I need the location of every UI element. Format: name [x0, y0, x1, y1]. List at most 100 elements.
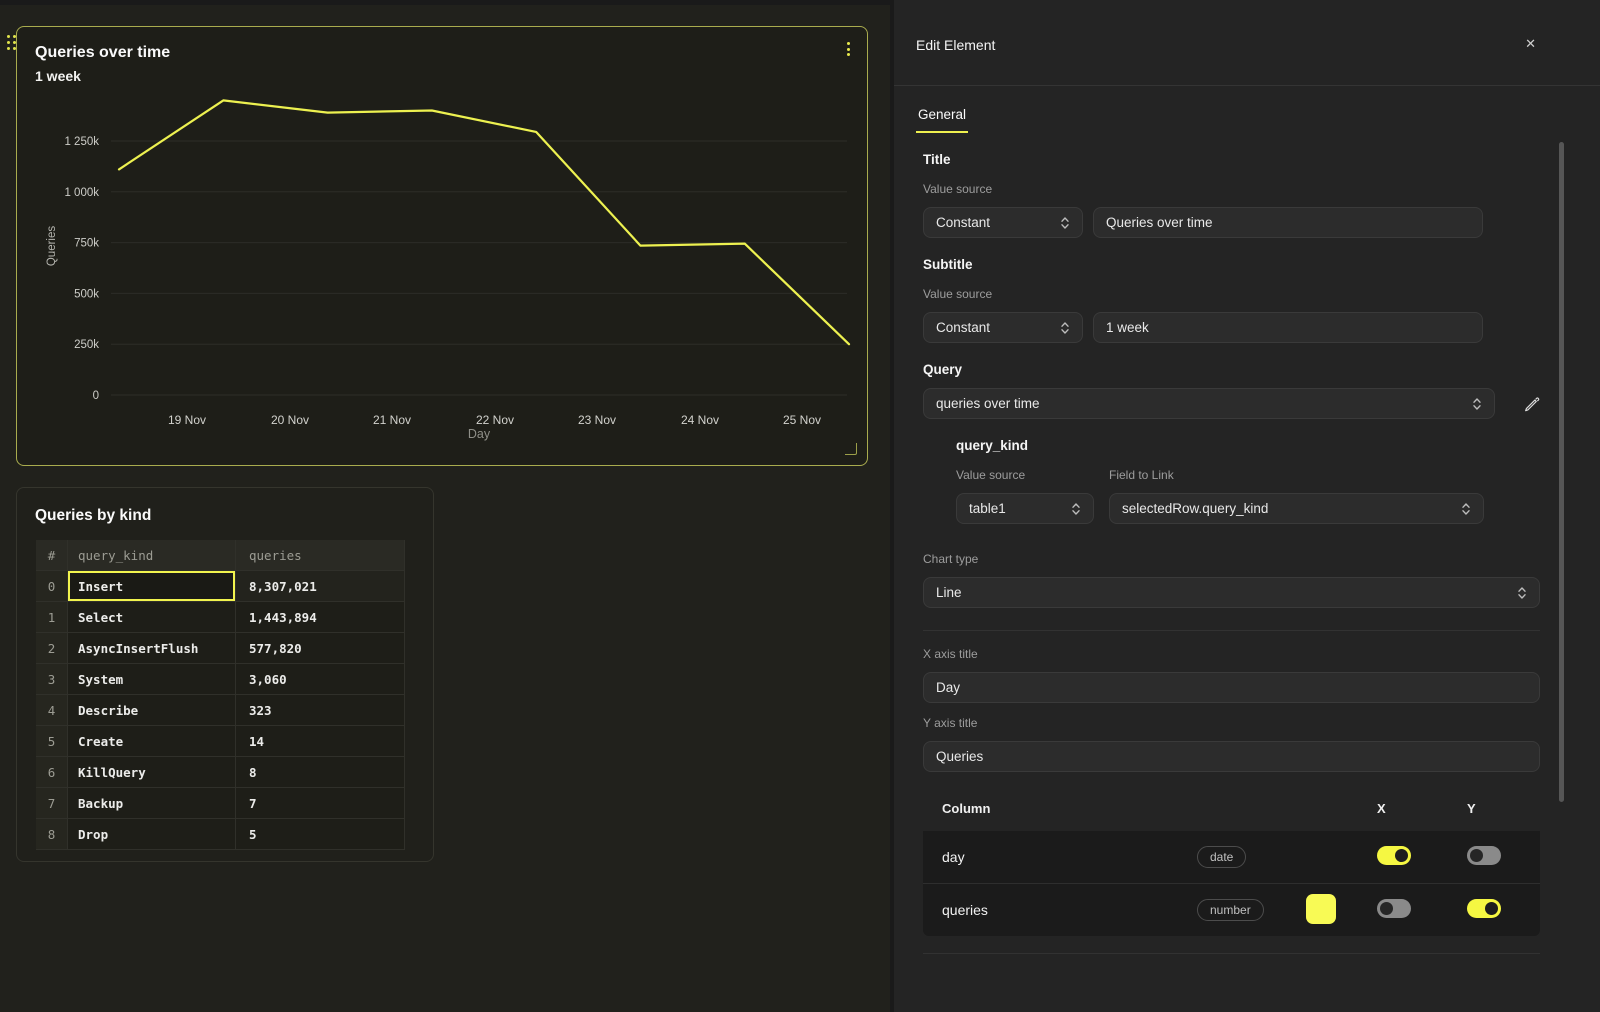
queries-cell[interactable]: 7: [236, 788, 405, 819]
queries-cell[interactable]: 8,307,021: [236, 571, 405, 602]
y-axis-toggle-queries[interactable]: [1467, 899, 1501, 918]
queries-cell[interactable]: 3,060: [236, 664, 405, 695]
tab-general[interactable]: General: [916, 107, 969, 133]
edit-query-button[interactable]: [1523, 395, 1540, 412]
row-index-cell: 0: [36, 571, 68, 602]
query-kind-source-select[interactable]: table1: [956, 493, 1094, 524]
query-kind-cell[interactable]: System: [68, 664, 236, 695]
queries-cell[interactable]: 14: [236, 726, 405, 757]
queries-cell[interactable]: 1,443,894: [236, 602, 405, 633]
series-color-swatch[interactable]: [1306, 893, 1336, 924]
panel-header: Edit Element ✕: [894, 0, 1600, 86]
table-row[interactable]: 4 Describe 323: [36, 695, 405, 726]
chevron-updown-icon: [1052, 215, 1070, 231]
row-index-cell: 4: [36, 695, 68, 726]
subtitle-value-input[interactable]: [1093, 312, 1483, 343]
query-kind-value-source-label: Value source: [956, 468, 1026, 482]
table-row[interactable]: 3 System 3,060: [36, 664, 405, 695]
chevron-updown-icon: [1509, 585, 1527, 601]
drag-handle-icon[interactable]: [7, 35, 16, 50]
svg-text:750k: 750k: [74, 238, 99, 250]
columns-table: Column X Y day date queries number: [923, 786, 1540, 936]
query-kind-cell[interactable]: Describe: [68, 695, 236, 726]
type-badge: date: [1197, 846, 1247, 868]
field-to-link-select[interactable]: selectedRow.query_kind: [1109, 493, 1484, 524]
resize-handle[interactable]: [845, 443, 857, 455]
queries-cell[interactable]: 323: [236, 695, 405, 726]
table-row[interactable]: 8 Drop 5: [36, 819, 405, 850]
table-card-title: Queries by kind: [35, 507, 152, 524]
chart-type-select[interactable]: Line: [923, 577, 1540, 608]
window-top-edge: [0, 0, 1600, 5]
chart-subtitle: 1 week: [35, 68, 81, 84]
y-header: Y: [1467, 801, 1476, 816]
queries-cell[interactable]: 577,820: [236, 633, 405, 664]
table-row[interactable]: 2 AsyncInsertFlush 577,820: [36, 633, 405, 664]
chart-type-label: Chart type: [923, 552, 979, 566]
chart-type-value: Line: [936, 585, 962, 600]
svg-text:250k: 250k: [74, 339, 99, 351]
dashboard-canvas: Queries over time 1 week 0 250k 500k 750k 1 …: [0, 5, 890, 1012]
query-kind-cell[interactable]: AsyncInsertFlush: [68, 633, 236, 664]
table-element-card[interactable]: Queries by kind # query_kind queries 0 Inser…: [16, 487, 434, 862]
column-header: #: [36, 540, 68, 571]
svg-text:25 Nov: 25 Nov: [783, 413, 821, 427]
subtitle-section-label: Subtitle: [923, 257, 973, 272]
queries-cell[interactable]: 8: [236, 757, 405, 788]
x-axis-toggle-queries[interactable]: [1377, 899, 1411, 918]
svg-text:500k: 500k: [74, 288, 99, 300]
y-axis-title-label: Y axis title: [923, 716, 978, 730]
subtitle-source-select[interactable]: Constant: [923, 312, 1083, 343]
section-divider: [923, 953, 1540, 954]
title-value-source-label: Value source: [923, 182, 993, 196]
column-name: queries: [942, 902, 988, 918]
svg-text:Day: Day: [468, 427, 491, 441]
row-index-cell: 6: [36, 757, 68, 788]
title-source-select[interactable]: Constant: [923, 207, 1083, 238]
query-select[interactable]: queries over time: [923, 388, 1495, 419]
query-section-label: Query: [923, 362, 963, 377]
row-index-cell: 7: [36, 788, 68, 819]
queries-cell[interactable]: 5: [236, 819, 405, 850]
y-axis-toggle-day[interactable]: [1467, 846, 1501, 865]
table-row[interactable]: 7 Backup 7: [36, 788, 405, 819]
columns-table-body: day date queries number: [923, 831, 1540, 936]
row-index-cell: 8: [36, 819, 68, 850]
svg-text:19 Nov: 19 Nov: [168, 413, 206, 427]
chart-element-card[interactable]: Queries over time 1 week 0 250k 500k 750k 1 …: [7, 26, 868, 466]
column-name: day: [942, 849, 965, 865]
table-row[interactable]: 6 KillQuery 8: [36, 757, 405, 788]
columns-table-header: Column X Y: [923, 786, 1540, 831]
svg-text:24 Nov: 24 Nov: [681, 413, 719, 427]
query-kind-cell[interactable]: Create: [68, 726, 236, 757]
table-row[interactable]: 1 Select 1,443,894: [36, 602, 405, 633]
title-value-input[interactable]: [1093, 207, 1483, 238]
query-kind-cell[interactable]: Select: [68, 602, 236, 633]
query-kind-source-value: table1: [969, 501, 1006, 516]
selected-cell[interactable]: Insert: [68, 571, 236, 602]
y-axis-title-input[interactable]: [923, 741, 1540, 772]
x-axis-toggle-day[interactable]: [1377, 846, 1411, 865]
queries-by-kind-table: # query_kind queries 0 Insert 8,307,021 1 Selec…: [36, 540, 405, 850]
title-section-label: Title: [923, 152, 951, 167]
field-to-link-value: selectedRow.query_kind: [1122, 501, 1269, 516]
edit-element-panel: Edit Element ✕ General Title Value sourc…: [890, 0, 1600, 1012]
panel-scrollbar[interactable]: [1559, 142, 1564, 802]
column-header: query_kind: [68, 540, 236, 571]
query-kind-cell[interactable]: Backup: [68, 788, 236, 819]
subtitle-source-value: Constant: [936, 320, 991, 335]
table-row[interactable]: 5 Create 14: [36, 726, 405, 757]
query-kind-cell[interactable]: Drop: [68, 819, 236, 850]
close-icon[interactable]: ✕: [1521, 34, 1540, 54]
panel-title: Edit Element: [916, 37, 996, 53]
x-axis-title-input[interactable]: [923, 672, 1540, 703]
query-kind-cell[interactable]: KillQuery: [68, 757, 236, 788]
table-row[interactable]: 0 Insert 8,307,021: [36, 571, 405, 602]
kebab-menu-icon[interactable]: [845, 40, 852, 58]
column-row-day: day date: [923, 831, 1540, 883]
chevron-updown-icon: [1063, 501, 1081, 517]
row-index-cell: 3: [36, 664, 68, 695]
svg-text:20 Nov: 20 Nov: [271, 413, 309, 427]
column-row-queries: queries number: [923, 883, 1540, 936]
chevron-updown-icon: [1464, 396, 1482, 412]
